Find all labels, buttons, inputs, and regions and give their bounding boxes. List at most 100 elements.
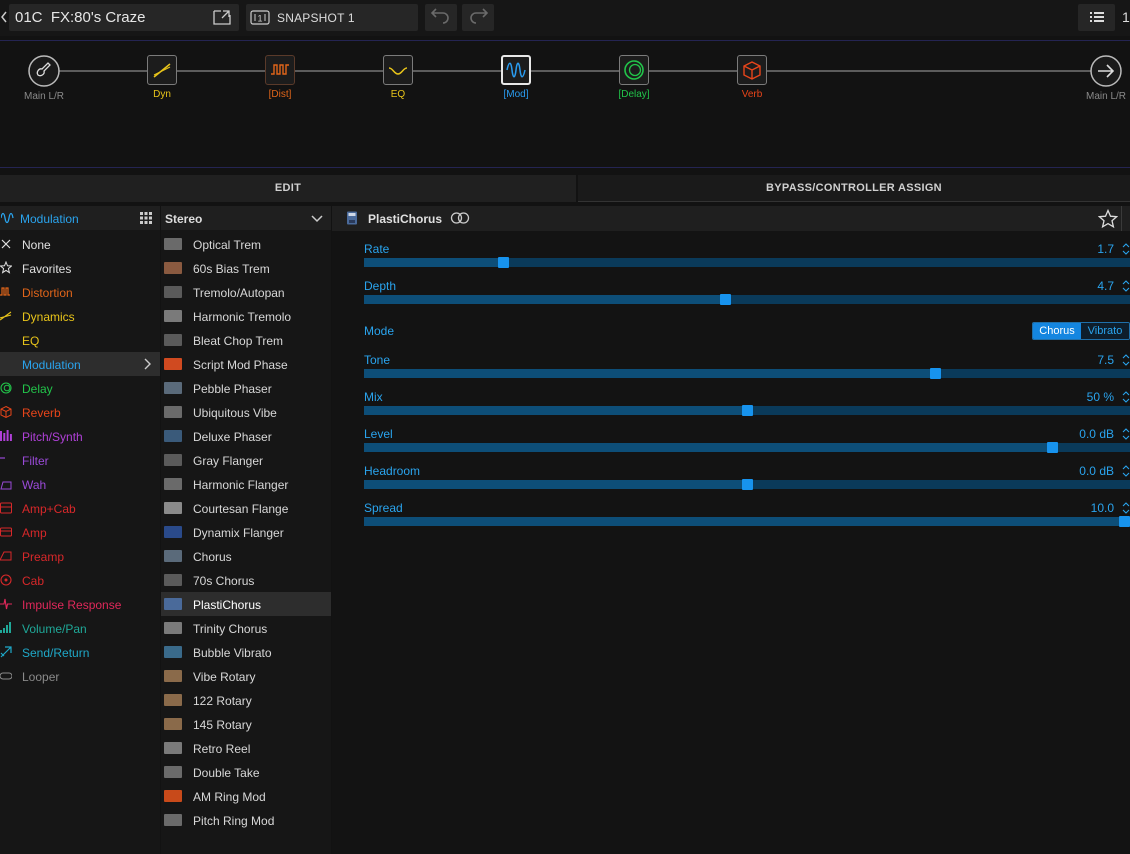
chain-node-delay[interactable]: [Delay]	[594, 55, 674, 100]
model-item[interactable]: Courtesan Flange	[161, 496, 331, 520]
model-item[interactable]: 60s Bias Trem	[161, 256, 331, 280]
model-item[interactable]: Retro Reel	[161, 736, 331, 760]
spinner-arrows-icon[interactable]	[1122, 242, 1130, 256]
undo-button[interactable]	[425, 4, 457, 31]
grid-view-icon[interactable]	[140, 212, 152, 224]
category-item[interactable]: Delay	[0, 376, 160, 400]
slider-track[interactable]	[364, 479, 1130, 490]
spinner-arrows-icon[interactable]	[1122, 501, 1130, 515]
model-list-header[interactable]: Stereo	[161, 206, 331, 230]
model-label: 122 Rotary	[193, 694, 252, 708]
slider-track[interactable]	[364, 442, 1130, 453]
category-item[interactable]: None	[0, 232, 160, 256]
category-item[interactable]: Reverb	[0, 400, 160, 424]
model-item[interactable]: Deluxe Phaser	[161, 424, 331, 448]
category-item[interactable]: Send/Return	[0, 640, 160, 664]
model-item[interactable]: Chorus	[161, 544, 331, 568]
chain-node-mod[interactable]: [Mod]	[476, 55, 556, 100]
category-item[interactable]: Preamp	[0, 544, 160, 568]
model-item[interactable]: Bubble Vibrato	[161, 640, 331, 664]
slider-track[interactable]	[364, 405, 1130, 416]
model-item[interactable]: Gray Flanger	[161, 448, 331, 472]
slider-track[interactable]	[364, 516, 1130, 527]
model-item[interactable]: Trinity Chorus	[161, 616, 331, 640]
spinner-arrows-icon[interactable]	[1122, 390, 1130, 404]
category-item[interactable]: Distortion	[0, 280, 160, 304]
category-item[interactable]: Cab	[0, 568, 160, 592]
model-item[interactable]: Dynamix Flanger	[161, 520, 331, 544]
spinner-arrows-icon[interactable]	[1122, 353, 1130, 367]
model-item[interactable]: Harmonic Tremolo	[161, 304, 331, 328]
model-item[interactable]: Tremolo/Autopan	[161, 280, 331, 304]
category-item[interactable]: Filter	[0, 448, 160, 472]
slider-thumb[interactable]	[720, 294, 731, 305]
category-item[interactable]: Favorites	[0, 256, 160, 280]
slider-thumb[interactable]	[498, 257, 509, 268]
delay-icon	[0, 381, 12, 395]
chain-node-dyn[interactable]: Dyn	[122, 55, 202, 100]
mode-option-chorus[interactable]: Chorus	[1033, 323, 1081, 339]
tab-bypass-controller-assign[interactable]: BYPASS/CONTROLLER ASSIGN	[578, 175, 1130, 202]
slider-thumb[interactable]	[1119, 516, 1130, 527]
header-divider	[1121, 206, 1122, 231]
category-item[interactable]: Looper	[0, 664, 160, 688]
model-item[interactable]: Bleat Chop Trem	[161, 328, 331, 352]
tab-edit[interactable]: EDIT	[0, 175, 576, 202]
slider-thumb[interactable]	[1047, 442, 1058, 453]
model-item[interactable]: 122 Rotary	[161, 688, 331, 712]
chain-node-verb[interactable]: Verb	[712, 55, 792, 100]
model-item[interactable]: Pitch Ring Mod	[161, 808, 331, 832]
category-item[interactable]: Wah	[0, 472, 160, 496]
chain-node-eq[interactable]: EQ	[358, 55, 438, 100]
back-chevron-icon[interactable]	[0, 9, 8, 25]
model-item[interactable]: Ubiquitous Vibe	[161, 400, 331, 424]
snapshot-icon: 1	[250, 9, 270, 26]
model-item[interactable]: Harmonic Flanger	[161, 472, 331, 496]
snapshot-selector[interactable]: 1 SNAPSHOT 1	[246, 4, 418, 31]
model-item[interactable]: AM Ring Mod	[161, 784, 331, 808]
category-item[interactable]: Pitch/Synth	[0, 424, 160, 448]
slider-track[interactable]	[364, 294, 1130, 305]
model-item[interactable]: 145 Rotary	[161, 712, 331, 736]
category-header-label: Modulation	[20, 212, 79, 226]
model-item[interactable]: Pebble Phaser	[161, 376, 331, 400]
slider-thumb[interactable]	[742, 479, 753, 490]
spinner-arrows-icon[interactable]	[1122, 279, 1130, 293]
model-label: 70s Chorus	[193, 574, 255, 588]
model-item[interactable]: 70s Chorus	[161, 568, 331, 592]
chain-node-label: EQ	[390, 89, 406, 100]
list-view-button[interactable]	[1078, 4, 1115, 31]
slider-track[interactable]	[364, 368, 1130, 379]
model-item[interactable]: Optical Trem	[161, 232, 331, 256]
chain-node-dist[interactable]: [Dist]	[240, 55, 320, 100]
slider-track[interactable]	[364, 257, 1130, 268]
chain-node-output[interactable]: Main L/R	[1066, 55, 1130, 102]
category-item[interactable]: Dynamics	[0, 304, 160, 328]
model-item[interactable]: Double Take	[161, 760, 331, 784]
category-item[interactable]: Modulation	[0, 352, 160, 376]
mode-option-vibrato[interactable]: Vibrato	[1081, 323, 1129, 339]
category-item[interactable]: Amp+Cab	[0, 496, 160, 520]
category-item[interactable]: Amp	[0, 520, 160, 544]
spinner-arrows-icon[interactable]	[1122, 464, 1130, 478]
model-list: Stereo Optical Trem 60s Bias Trem Tremolo/…	[161, 206, 331, 854]
category-item[interactable]: EQ	[0, 328, 160, 352]
redo-button[interactable]	[462, 4, 494, 31]
mode-toggle[interactable]: Chorus Vibrato	[1032, 322, 1130, 340]
slider-thumb[interactable]	[930, 368, 941, 379]
slider-thumb[interactable]	[742, 405, 753, 416]
model-item[interactable]: Script Mod Phase	[161, 352, 331, 376]
category-label: Impulse Response	[22, 598, 122, 612]
preset-selector[interactable]: 01C FX:80's Craze	[9, 4, 239, 31]
save-icon[interactable]	[213, 9, 231, 25]
spinner-arrows-icon[interactable]	[1122, 427, 1130, 441]
stereo-link-icon[interactable]	[450, 212, 470, 224]
model-item[interactable]: PlastiChorus	[161, 592, 331, 616]
category-item[interactable]: Volume/Pan	[0, 616, 160, 640]
category-item[interactable]: Impulse Response	[0, 592, 160, 616]
mode-label: Mode	[364, 324, 395, 338]
model-item[interactable]: Vibe Rotary	[161, 664, 331, 688]
chain-node-input[interactable]: Main L/R	[4, 55, 84, 102]
reverb-icon	[0, 405, 12, 419]
favorite-star-icon[interactable]	[1097, 208, 1119, 229]
